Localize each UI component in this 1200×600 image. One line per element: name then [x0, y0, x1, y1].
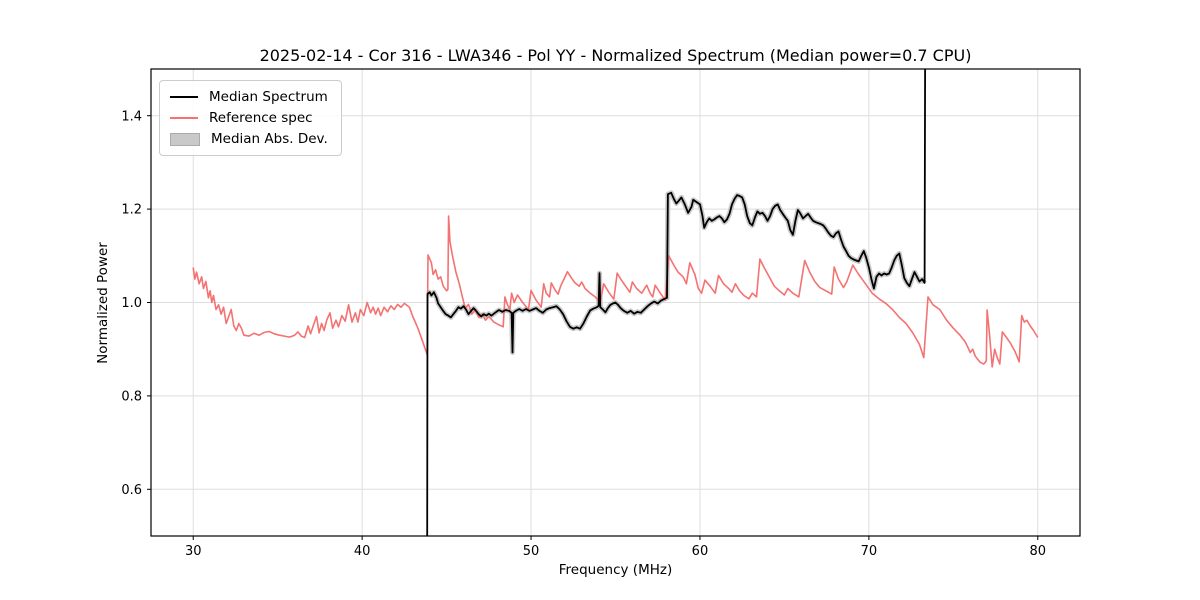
legend: Median Spectrum Reference spec Median Ab… [159, 80, 342, 156]
legend-label: Median Abs. Dev. [211, 131, 328, 147]
legend-label: Reference spec [209, 110, 313, 126]
legend-item-median-abs-dev: Median Abs. Dev. [170, 131, 328, 147]
x-tick-label: 50 [523, 544, 540, 559]
legend-item-median-spectrum: Median Spectrum [170, 89, 328, 105]
series-reference-spec [192, 215, 1039, 368]
x-tick-label: 80 [1029, 544, 1046, 559]
x-tick-label: 70 [861, 544, 878, 559]
median-spectrum-line-swatch [170, 96, 198, 98]
legend-label: Median Spectrum [209, 89, 328, 105]
x-tick-label: 60 [692, 544, 709, 559]
median-abs-dev-patch-swatch [170, 132, 200, 146]
x-tick-label: 40 [354, 544, 371, 559]
y-tick-label: 0.6 [121, 483, 142, 498]
chart-title: 2025-02-14 - Cor 316 - LWA346 - Pol YY -… [259, 46, 972, 65]
reference-spec-line-swatch [170, 117, 198, 119]
y-tick-label: 1.2 [121, 203, 142, 218]
legend-item-reference-spec: Reference spec [170, 110, 328, 126]
y-tick-label: 1.4 [121, 109, 142, 124]
x-tick-label: 30 [185, 544, 202, 559]
series-median-spectrum [426, 69, 926, 536]
x-axis-label: Frequency (MHz) [558, 562, 673, 578]
y-axis-label: Normalized Power [95, 242, 111, 364]
y-tick-label: 0.8 [121, 389, 142, 404]
y-tick-label: 1.0 [121, 296, 142, 311]
